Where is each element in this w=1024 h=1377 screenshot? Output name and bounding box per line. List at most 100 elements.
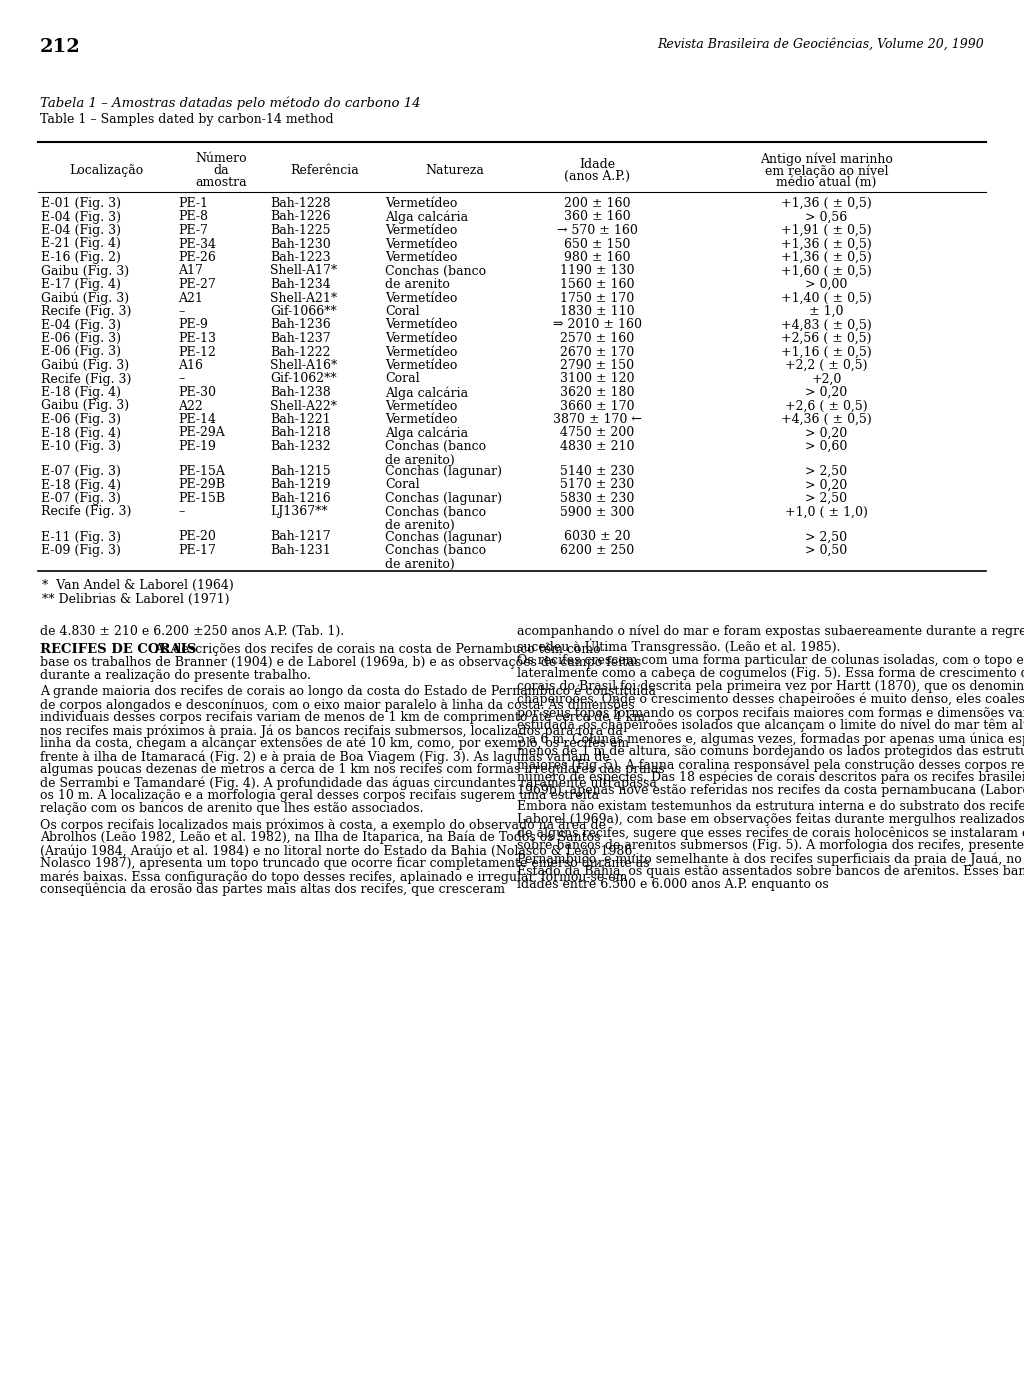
Text: Coral: Coral	[385, 373, 420, 386]
Text: PE-29B: PE-29B	[178, 478, 225, 492]
Text: chapeiroões. Onde o crescimento desses chapeiroões é muito denso, eles coalescem: chapeiroões. Onde o crescimento desses c…	[517, 693, 1024, 706]
Text: Bah-1215: Bah-1215	[270, 465, 331, 478]
Text: +1,0 ( ± 1,0): +1,0 ( ± 1,0)	[785, 505, 868, 519]
Text: Nolasco 1987), apresenta um topo truncado que ocorre ficar completamente emerso : Nolasco 1987), apresenta um topo truncad…	[40, 856, 649, 870]
Text: de alguns recifes, sugere que esses recifes de corais holocênicos se instalaram : de alguns recifes, sugere que esses reci…	[517, 826, 1024, 840]
Text: > 2,50: > 2,50	[806, 492, 848, 505]
Text: (anos A.P.): (anos A.P.)	[564, 169, 631, 183]
Text: Bah-1232: Bah-1232	[270, 441, 331, 453]
Text: Vermetídeo: Vermetídeo	[385, 251, 458, 264]
Text: A22: A22	[178, 399, 203, 413]
Text: Bah-1231: Bah-1231	[270, 544, 331, 558]
Text: Alga calcária: Alga calcária	[385, 427, 468, 441]
Text: Vermetídeo: Vermetídeo	[385, 197, 458, 211]
Text: ⇒ 2010 ± 160: ⇒ 2010 ± 160	[553, 318, 642, 332]
Text: PE-1: PE-1	[178, 197, 208, 211]
Text: 360 ± 160: 360 ± 160	[564, 211, 631, 223]
Text: 980 ± 160: 980 ± 160	[564, 251, 631, 264]
Text: médio atual (m): médio atual (m)	[776, 176, 877, 189]
Text: 1750 ± 170: 1750 ± 170	[560, 292, 635, 304]
Text: E-18 (Fig. 4): E-18 (Fig. 4)	[41, 478, 121, 492]
Text: A21: A21	[178, 292, 203, 304]
Text: +1,36 ( ± 0,5): +1,36 ( ± 0,5)	[781, 237, 871, 251]
Text: E-01 (Fig. 3): E-01 (Fig. 3)	[41, 197, 121, 211]
Text: E-07 (Fig. 3): E-07 (Fig. 3)	[41, 465, 121, 478]
Text: Bah-1217: Bah-1217	[270, 530, 331, 544]
Text: +2,0: +2,0	[811, 373, 842, 386]
Text: 3620 ± 180: 3620 ± 180	[560, 386, 635, 399]
Text: Conchas (lagunar): Conchas (lagunar)	[385, 530, 502, 544]
Text: lateralmente como a cabeça de cogumelos (Fig. 5). Essa forma de crescimento dos : lateralmente como a cabeça de cogumelos …	[517, 666, 1024, 680]
Text: os 10 m. A localização e a morfologia geral desses corpos recifais sugerem uma e: os 10 m. A localização e a morfologia ge…	[40, 789, 599, 801]
Text: Table 1 – Samples dated by carbon-14 method: Table 1 – Samples dated by carbon-14 met…	[40, 113, 334, 127]
Text: 2570 ± 160: 2570 ± 160	[560, 332, 635, 346]
Text: 200 ± 160: 200 ± 160	[564, 197, 631, 211]
Text: Pernambuco, é muito semelhante à dos recifes superficiais da praia de Jauá, no l: Pernambuco, é muito semelhante à dos rec…	[517, 852, 1024, 866]
Text: número de espécies. Das 18 espécies de corais descritos para os recifes brasilei: número de espécies. Das 18 espécies de c…	[517, 771, 1024, 785]
Text: de corpos alongados e desconínuos, com o eixo maior paralelo à linha da costa. A: de corpos alongados e desconínuos, com o…	[40, 698, 635, 712]
Text: 650 ± 150: 650 ± 150	[564, 237, 631, 251]
Text: +1,40 ( ± 0,5): +1,40 ( ± 0,5)	[781, 292, 871, 304]
Text: E-09 (Fig. 3): E-09 (Fig. 3)	[41, 544, 121, 558]
Text: Estado da Bahia, os quais estão assentados sobre bancos de arenitos. Esses banco: Estado da Bahia, os quais estão assentad…	[517, 865, 1024, 879]
Text: 2670 ± 170: 2670 ± 170	[560, 346, 635, 358]
Text: PE-15B: PE-15B	[178, 492, 225, 505]
Text: Bah-1236: Bah-1236	[270, 318, 331, 332]
Text: 3870 ± 170 ←: 3870 ± 170 ←	[553, 413, 642, 425]
Text: Os recifes crescem com uma forma particular de colunas isoladas, com o topo expa: Os recifes crescem com uma forma particu…	[517, 654, 1024, 666]
Text: 1830 ± 110: 1830 ± 110	[560, 304, 635, 318]
Text: +2,2 ( ± 0,5): +2,2 ( ± 0,5)	[785, 359, 867, 372]
Text: → 570 ± 160: → 570 ± 160	[557, 224, 638, 237]
Text: > 2,50: > 2,50	[806, 465, 848, 478]
Text: > 0,20: > 0,20	[805, 478, 848, 492]
Text: Recife (Fig. 3): Recife (Fig. 3)	[41, 505, 131, 519]
Text: Bah-1223: Bah-1223	[270, 251, 331, 264]
Text: Vermetídeo: Vermetídeo	[385, 237, 458, 251]
Text: E-04 (Fig. 3): E-04 (Fig. 3)	[41, 318, 121, 332]
Text: 4830 ± 210: 4830 ± 210	[560, 441, 635, 453]
Text: 1969b), apenas nove estão referidas nos recifes da costa pernambucana (Laborel 1: 1969b), apenas nove estão referidas nos …	[517, 784, 1024, 797]
Text: Recife (Fig. 3): Recife (Fig. 3)	[41, 304, 131, 318]
Text: > 2,50: > 2,50	[806, 530, 848, 544]
Text: Bah-1234: Bah-1234	[270, 278, 331, 291]
Text: Abrolhos (Leão 1982, Leão et al. 1982), na Ilha de Itaparica, na Baía de Todos o: Abrolhos (Leão 1982, Leão et al. 1982), …	[40, 830, 600, 844]
Text: > 0,20: > 0,20	[805, 427, 848, 439]
Text: Shell-A22*: Shell-A22*	[270, 399, 337, 413]
Text: Alga calcária: Alga calcária	[385, 211, 468, 224]
Text: por seus topos formando os corpos recifais maiores com formas e dimensões variad: por seus topos formando os corpos recifa…	[517, 706, 1024, 720]
Text: Gaibu (Fig. 3): Gaibu (Fig. 3)	[41, 399, 129, 413]
Text: Bah-1237: Bah-1237	[270, 332, 331, 346]
Text: PE-14: PE-14	[178, 413, 216, 425]
Text: estudada, os chapeiroões isolados que alcançam o limite do nível do mar têm altu: estudada, os chapeiroões isolados que al…	[517, 719, 1024, 733]
Text: E-16 (Fig. 2): E-16 (Fig. 2)	[41, 251, 121, 264]
Text: PE-34: PE-34	[178, 237, 216, 251]
Text: nos recifes mais próximos à praia. Já os bancos recifais submersos, localizados : nos recifes mais próximos à praia. Já os…	[40, 724, 623, 738]
Text: Bah-1225: Bah-1225	[270, 224, 331, 237]
Text: +2,56 ( ± 0,5): +2,56 ( ± 0,5)	[781, 332, 871, 346]
Text: A17: A17	[178, 264, 203, 278]
Text: Conchas (banco: Conchas (banco	[385, 544, 486, 558]
Text: linha da costa, chegam a alcançar extensões de até 10 km, como, por exemplo, os : linha da costa, chegam a alcançar extens…	[40, 737, 629, 750]
Text: Vermetídeo: Vermetídeo	[385, 346, 458, 358]
Text: Vermetídeo: Vermetídeo	[385, 399, 458, 413]
Text: > 0,56: > 0,56	[805, 211, 848, 223]
Text: > 0,50: > 0,50	[805, 544, 848, 558]
Text: Vermetídeo: Vermetídeo	[385, 318, 458, 332]
Text: A grande maioria dos recifes de corais ao longo da costa do Estado de Pernambuco: A grande maioria dos recifes de corais a…	[40, 684, 656, 698]
Text: Gaibu (Fig. 3): Gaibu (Fig. 3)	[41, 264, 129, 278]
Text: PE-15A: PE-15A	[178, 465, 225, 478]
Text: Vermetídeo: Vermetídeo	[385, 224, 458, 237]
Text: Bah-1238: Bah-1238	[270, 386, 331, 399]
Text: Vermetídeo: Vermetídeo	[385, 413, 458, 425]
Text: Bah-1222: Bah-1222	[270, 346, 331, 358]
Text: PE-29A: PE-29A	[178, 427, 224, 439]
Text: 5 a 6 m. Colunas menores e, algumas vezes, formadas por apenas uma única espécie: 5 a 6 m. Colunas menores e, algumas veze…	[517, 733, 1024, 745]
Text: LJ1367**: LJ1367**	[270, 505, 328, 519]
Text: Bah-1219: Bah-1219	[270, 478, 331, 492]
Text: E-11 (Fig. 3): E-11 (Fig. 3)	[41, 530, 121, 544]
Text: Conchas (banco: Conchas (banco	[385, 441, 486, 453]
Text: PE-19: PE-19	[178, 441, 216, 453]
Text: Número: Número	[196, 151, 247, 165]
Text: de arenito): de arenito)	[385, 558, 455, 570]
Text: Bah-1230: Bah-1230	[270, 237, 331, 251]
